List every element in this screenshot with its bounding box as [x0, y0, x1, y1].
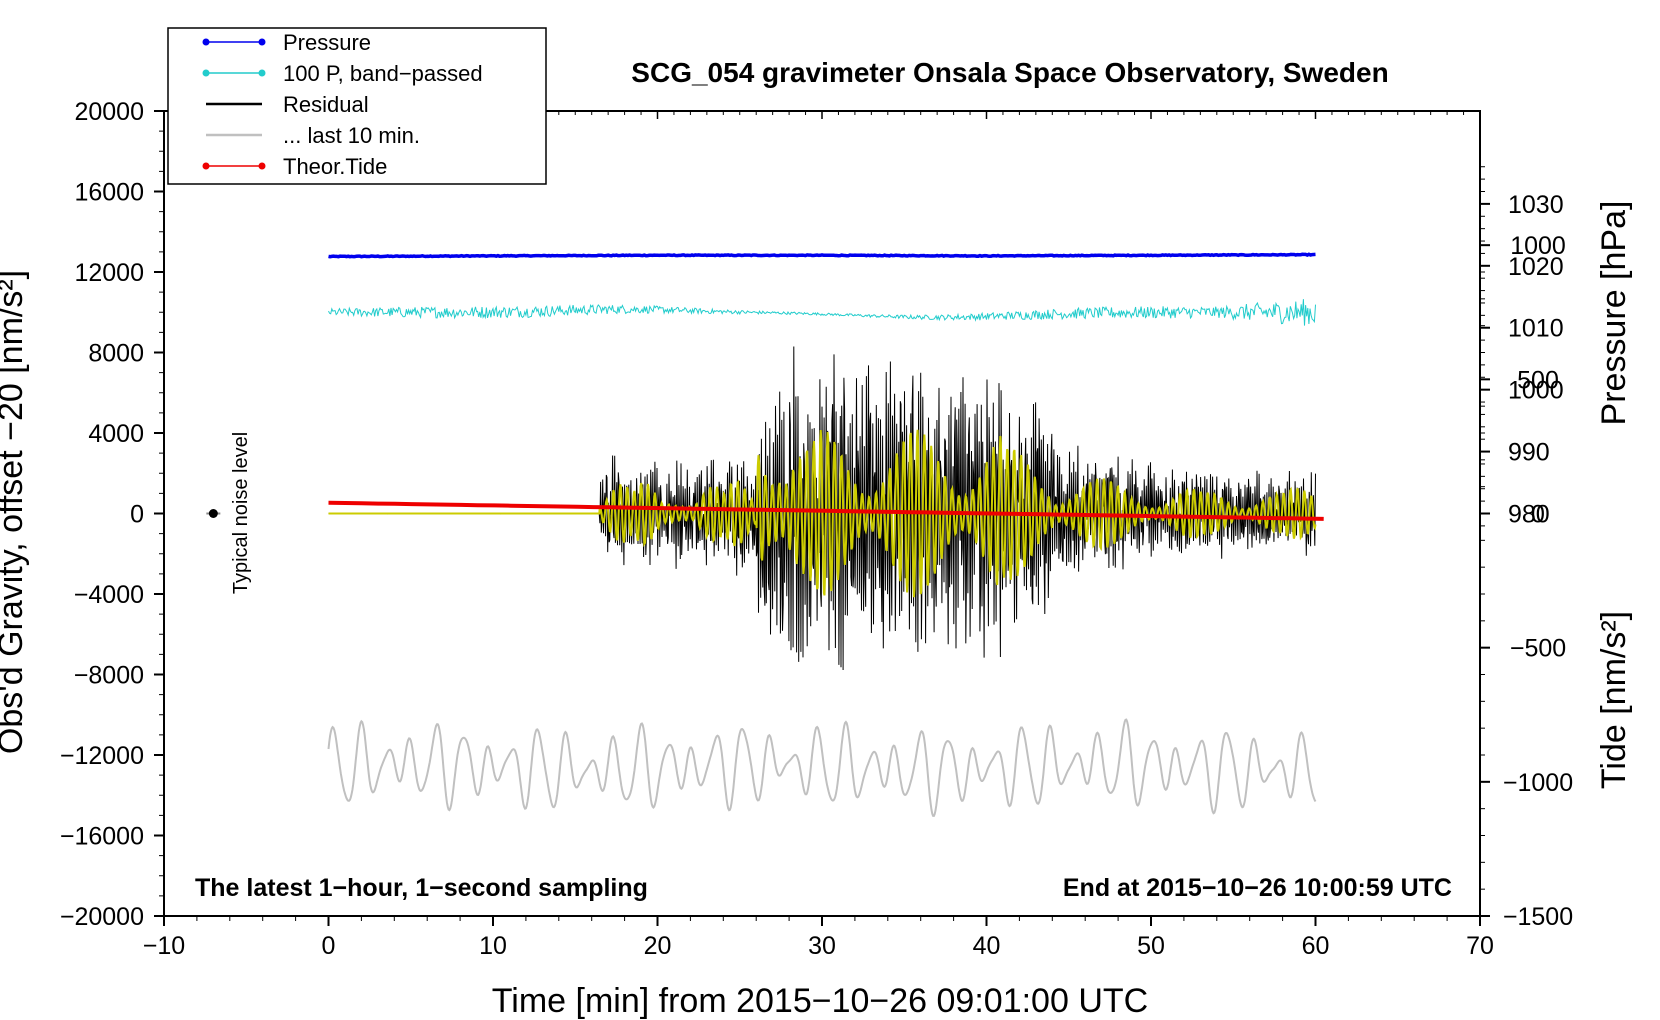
y-tick-label-tide: −500	[1510, 635, 1566, 663]
footer-right: End at 2015−10−26 10:00:59 UTC	[1063, 874, 1452, 902]
y-tick-label-pressure: 990	[1508, 439, 1550, 467]
plot-series	[206, 252, 1324, 817]
x-tick-label: 40	[973, 932, 1001, 960]
x-tick-label: 10	[479, 932, 507, 960]
legend-marker	[258, 38, 266, 46]
axes: −10 0 10 20 30 40 50 60 702000016000120008000400…	[60, 98, 1573, 960]
y-tick-label-left: 0	[130, 501, 144, 529]
y-tick-label-pressure: 980	[1508, 501, 1550, 529]
x-tick-label: 50	[1137, 932, 1165, 960]
y-tick-label-left: −12000	[60, 742, 144, 770]
y-tick-label-left: 16000	[74, 179, 144, 207]
x-tick-label: 60	[1302, 932, 1330, 960]
x-tick-label: 20	[644, 932, 672, 960]
y-tick-label-tide: 1000	[1510, 232, 1566, 260]
legend-marker	[202, 162, 210, 170]
y-tick-label-tide: 500	[1517, 366, 1559, 394]
y-tick-label-pressure: 1020	[1508, 253, 1564, 281]
x-tick-label: 70	[1466, 932, 1494, 960]
chart-title: SCG_054 gravimeter Onsala Space Observat…	[631, 57, 1388, 88]
legend-marker	[202, 38, 210, 46]
series-pressure-line	[328, 252, 1316, 259]
footer-left: The latest 1−hour, 1−second sampling	[195, 874, 648, 902]
series-residual-filtered-line	[328, 429, 1317, 598]
legend-label: 100 P, band−passed	[283, 61, 483, 86]
y-axis-label-pressure: Pressure [hPa]	[1595, 201, 1633, 426]
y-tick-label-pressure: 1000	[1508, 377, 1564, 405]
legend: Pressure 100 P, band−passed Residual ... la…	[167, 27, 547, 185]
x-tick-label: 30	[808, 932, 836, 960]
legend-marker	[258, 69, 266, 77]
y-tick-label-left: 20000	[74, 98, 144, 126]
legend-marker	[202, 69, 210, 77]
y-tick-label-tide: −1500	[1503, 903, 1573, 931]
legend-marker	[258, 162, 266, 170]
y-tick-label-pressure: 1030	[1508, 191, 1564, 219]
legend-label: Residual	[283, 92, 369, 117]
y-tick-label-left: −20000	[60, 903, 144, 931]
series-pressure-bandpassed-line	[328, 299, 1316, 326]
noise-level-label: Typical noise level	[230, 432, 252, 594]
y-tick-label-tide: −1000	[1503, 769, 1573, 797]
y-tick-label-pressure: 1010	[1508, 315, 1564, 343]
legend-label: Pressure	[283, 30, 371, 55]
legend-label: ... last 10 min.	[283, 123, 420, 148]
y-axis-label-left: Obs'd Gravity, offset −20 [nm/s²]	[0, 270, 30, 754]
y-tick-label-left: −4000	[74, 581, 144, 609]
series-tide-line	[328, 500, 1324, 521]
y-tick-label-left: −8000	[74, 662, 144, 690]
legend-box	[167, 27, 547, 185]
y-tick-label-tide: 0	[1531, 501, 1545, 529]
legend-label: Theor.Tide	[283, 154, 387, 179]
y-tick-label-left: 4000	[88, 420, 144, 448]
y-tick-label-left: 8000	[88, 340, 144, 368]
x-tick-label: 0	[322, 932, 336, 960]
x-tick-label: −10	[143, 932, 185, 960]
y-tick-label-left: 12000	[74, 259, 144, 287]
y-tick-label-left: −16000	[60, 823, 144, 851]
x-axis-label: Time [min] from 2015−10−26 09:01:00 UTC	[492, 982, 1148, 1020]
noise-level-marker	[208, 509, 218, 518]
series-last-10-min-line	[327, 718, 1317, 817]
y-axis-label-tide: Tide [nm/s²]	[1595, 611, 1633, 789]
